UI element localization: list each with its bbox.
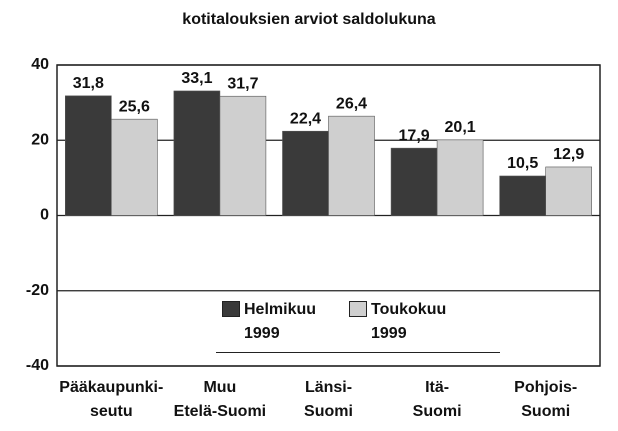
- value-label: 10,5: [507, 155, 538, 172]
- bar: [282, 130, 329, 216]
- legend-label: Helmikuu 1999: [244, 301, 317, 342]
- x-tick-label: Suomi: [521, 403, 570, 420]
- x-tick-label: Pohjois-: [514, 379, 577, 396]
- y-tick-label: 0: [40, 207, 49, 224]
- value-label: 31,7: [227, 75, 258, 92]
- bar: [436, 139, 484, 216]
- value-label: 17,9: [399, 127, 430, 144]
- legend-label: Toukokuu 1999: [371, 301, 447, 342]
- value-label: 33,1: [181, 70, 212, 87]
- bar: [173, 90, 221, 216]
- bar: [219, 95, 267, 216]
- y-tick-label: -40: [26, 357, 49, 374]
- y-tick-label: 20: [31, 131, 49, 148]
- y-tick-label: 40: [31, 56, 49, 73]
- x-tick-label: Itä-: [425, 379, 449, 396]
- x-tick-label: Suomi: [304, 403, 353, 420]
- x-tick-label: Pääkaupunki-: [59, 379, 163, 396]
- bar: [545, 166, 593, 216]
- legend: Helmikuu 1999 Toukokuu 1999: [222, 298, 466, 346]
- bar: [328, 115, 375, 216]
- value-label: 25,6: [119, 98, 150, 115]
- value-label: 12,9: [553, 146, 584, 163]
- legend-rule: [216, 352, 500, 353]
- x-tick-label: Suomi: [413, 403, 462, 420]
- legend-item: Toukokuu 1999: [349, 298, 466, 346]
- chart-title: kotitalouksien arviot saldolukuna: [182, 11, 435, 28]
- x-tick-label: Muu: [203, 379, 236, 396]
- value-label: 31,8: [73, 75, 104, 92]
- value-label: 22,4: [290, 110, 321, 127]
- legend-item: Helmikuu 1999: [222, 298, 339, 346]
- value-label: 20,1: [445, 119, 476, 136]
- x-tick-label: Länsi-: [305, 379, 352, 396]
- x-tick-label: seutu: [90, 403, 133, 420]
- x-tick-label: Etelä-Suomi: [174, 403, 266, 420]
- legend-swatch: [222, 301, 240, 317]
- bar: [390, 147, 438, 216]
- bar: [111, 118, 158, 216]
- value-label: 26,4: [336, 95, 367, 112]
- bar: [65, 95, 112, 216]
- legend-swatch: [349, 301, 367, 317]
- bar: [499, 175, 547, 216]
- y-tick-label: -20: [26, 282, 49, 299]
